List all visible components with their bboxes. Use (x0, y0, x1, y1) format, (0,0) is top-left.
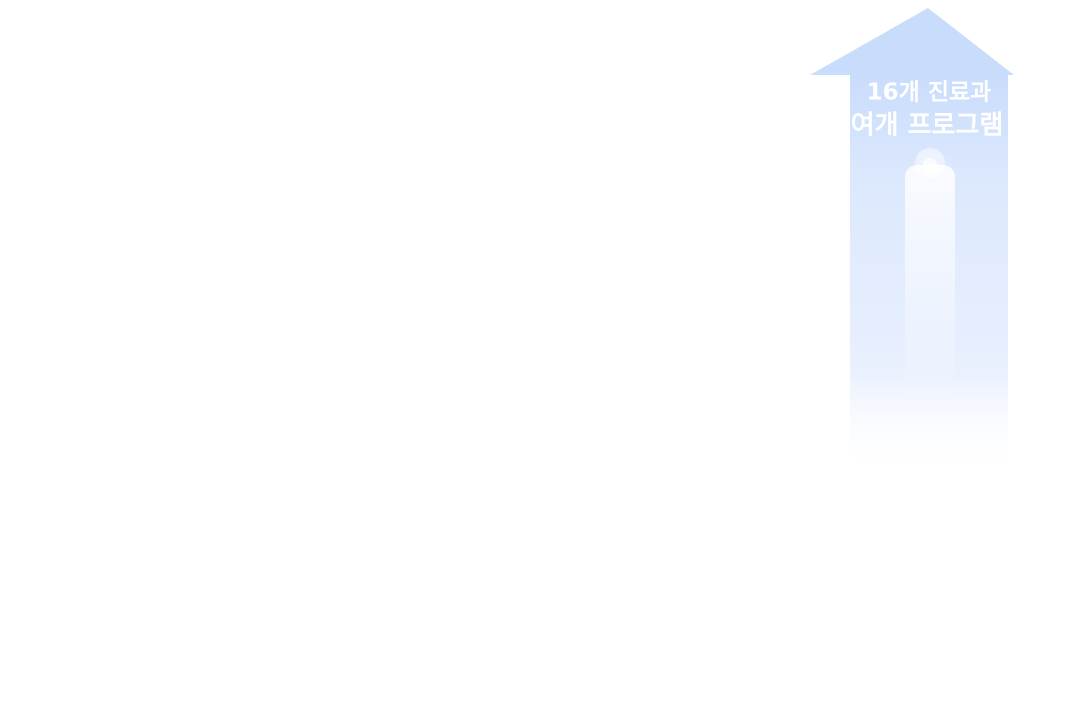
arrow-head (810, 8, 1014, 75)
highlight-dot-core (923, 158, 937, 172)
arrow-label: 16개 진료과 (867, 80, 992, 106)
highlight-bar (905, 165, 955, 405)
arrow-label: 여개 프로그램 (851, 111, 1004, 141)
